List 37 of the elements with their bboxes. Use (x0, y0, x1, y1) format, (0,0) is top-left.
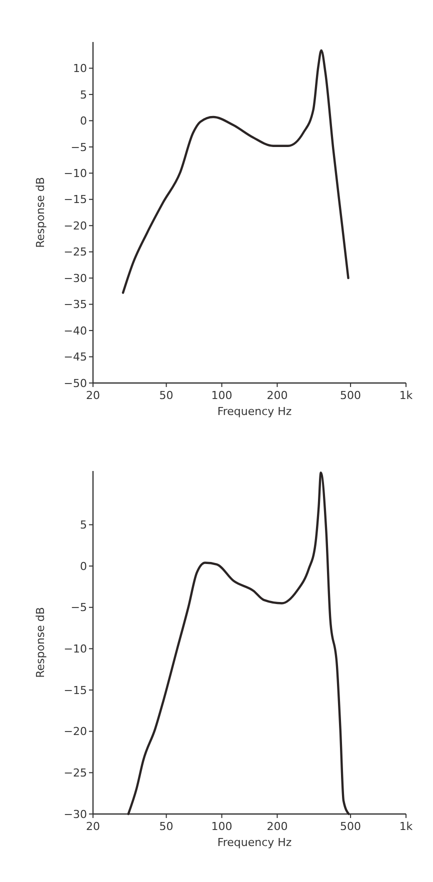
y-tick-label: −25 (64, 766, 87, 780)
x-tick-label: 200 (266, 820, 288, 833)
y-tick-label: −35 (64, 298, 87, 312)
y-tick-label: 5 (80, 88, 87, 102)
x-tick-label: 20 (86, 389, 100, 402)
x-tick-label: 100 (211, 389, 232, 402)
y-tick-label: −15 (64, 684, 87, 697)
x-axis-title: Frequency Hz (217, 836, 292, 849)
x-axis-title: Frequency Hz (217, 405, 292, 418)
y-tick-label: −10 (64, 642, 87, 656)
y-tick-label: −20 (64, 219, 87, 232)
x-tick-label: 50 (159, 389, 174, 402)
y-axis-title: Response dB (34, 607, 47, 678)
x-tick-label: 200 (266, 389, 288, 402)
y-tick-label: −20 (64, 725, 87, 738)
x-tick-label: 100 (211, 820, 232, 833)
y-tick-label: 0 (80, 560, 87, 573)
y-tick-label: −30 (64, 272, 87, 285)
y-tick-label: −5 (70, 601, 87, 614)
x-tick-label: 1k (399, 389, 414, 402)
y-tick-label: 5 (80, 518, 87, 532)
y-tick-label: −50 (64, 376, 87, 390)
x-tick-label: 50 (159, 820, 174, 833)
y-tick-label: 10 (73, 62, 87, 76)
y-tick-label: −45 (64, 350, 87, 364)
y-tick-label: 0 (80, 114, 87, 128)
y-tick-label: −5 (70, 140, 87, 154)
y-tick-label: −25 (64, 246, 87, 259)
y-tick-label: −10 (64, 167, 87, 180)
y-tick-label: −30 (64, 808, 87, 821)
y-tick-label: −40 (64, 324, 87, 338)
y-axis-title: Response dB (34, 177, 47, 248)
x-tick-label: 20 (86, 820, 100, 833)
y-tick-label: −15 (64, 193, 87, 206)
x-tick-label: 1k (399, 820, 414, 833)
x-tick-label: 500 (340, 820, 362, 833)
x-tick-label: 500 (340, 389, 362, 402)
